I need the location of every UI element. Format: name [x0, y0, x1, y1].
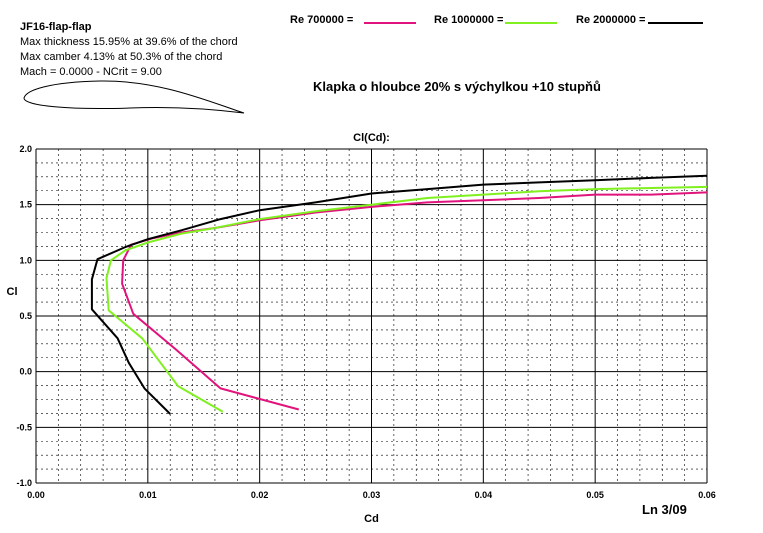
legend-swatch-re700000	[364, 22, 416, 24]
x-tick-label: 0.05	[586, 490, 604, 500]
legend-swatch-re2000000	[648, 22, 703, 24]
airfoil-name: JF16-flap-flap	[20, 21, 92, 33]
series-layer	[90, 174, 708, 415]
chart-title: Cl(Cd):	[353, 132, 390, 144]
x-tick-label: 0.00	[27, 490, 45, 500]
series-line-2	[90, 174, 708, 415]
airfoil-shape	[23, 80, 245, 114]
airfoil-camber: Max camber 4.13% at 50.3% of the chord	[20, 51, 223, 63]
x-tick-label: 0.02	[251, 490, 269, 500]
y-tick-label: 0.5	[19, 311, 32, 321]
version-stamp: Ln 3/09	[642, 502, 687, 517]
legend-label-re1000000: Re 1000000 =	[434, 14, 504, 26]
grid-major	[35, 148, 708, 484]
tick-layer: 0.00 0.01 0.02 0.03 0.04 0.05 0.06 2.0 1.5 1.0 0.5…	[16, 144, 715, 500]
x-axis-label: Cd	[364, 513, 379, 525]
legend-label-re2000000: Re 2000000 =	[576, 14, 646, 26]
series-line-1	[105, 185, 708, 413]
x-tick-label: 0.06	[698, 490, 716, 500]
airfoil-info: JF16-flap-flap Max thickness 15.95% at 3…	[20, 20, 238, 80]
series-line-0	[121, 191, 708, 411]
airfoil-mach: Mach = 0.0000 - NCrit = 9.00	[20, 66, 162, 78]
y-tick-label: 1.5	[19, 200, 32, 210]
x-tick-label: 0.01	[139, 490, 157, 500]
y-tick-label: -0.5	[16, 422, 32, 432]
y-tick-label: 2.0	[19, 144, 32, 154]
y-tick-label: 1.0	[19, 255, 32, 265]
y-axis-label: Cl	[7, 286, 18, 298]
chart-subtitle: Klapka o hloubce 20% s výchylkou +10 stu…	[313, 79, 601, 94]
legend-label-re700000: Re 700000 =	[290, 14, 354, 26]
x-tick-label: 0.03	[363, 490, 381, 500]
airfoil-thickness: Max thickness 15.95% at 39.6% of the cho…	[20, 36, 238, 48]
y-tick-label: -1.0	[16, 478, 32, 488]
legend: Re 700000 = Re 1000000 = Re 2000000 =	[0, 14, 763, 34]
legend-swatch-re1000000	[505, 22, 557, 24]
x-tick-label: 0.04	[475, 490, 493, 500]
y-tick-label: 0.0	[19, 367, 32, 377]
